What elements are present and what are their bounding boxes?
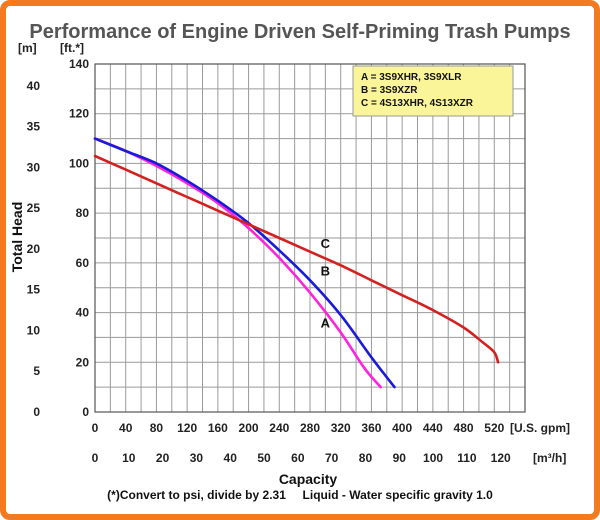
x-tick-m3h: 80 <box>359 451 373 465</box>
x-unit-top: [U.S. gpm] <box>510 421 570 435</box>
x-tick-gpm: 80 <box>150 421 164 435</box>
x-tick-gpm: 160 <box>208 421 228 435</box>
y-tick-m: 40 <box>27 79 41 93</box>
y-tick-ft: 60 <box>76 256 90 270</box>
x-tick-gpm: 200 <box>239 421 259 435</box>
x-unit-bottom: [m³/h] <box>533 451 566 465</box>
y-tick-m: 5 <box>33 364 40 378</box>
y-tick-ft: 140 <box>69 57 89 71</box>
series-line-a <box>93 137 382 389</box>
x-tick-m3h: 10 <box>122 451 136 465</box>
x-tick-gpm: 400 <box>392 421 412 435</box>
y-tick-ft: 0 <box>82 405 89 419</box>
legend: A = 3S9XHR, 3S9XLR B = 3S9XZR C = 4S13XH… <box>352 65 514 117</box>
x-tick-gpm: 40 <box>119 421 133 435</box>
x-tick-gpm: 320 <box>331 421 351 435</box>
y-tick-m: 20 <box>27 242 41 256</box>
x-tick-gpm: 240 <box>269 421 289 435</box>
x-axis-label: Capacity <box>279 471 338 487</box>
y-tick-m: 35 <box>27 120 41 134</box>
x-tick-gpm: 120 <box>177 421 197 435</box>
x-tick-m3h: 60 <box>291 451 305 465</box>
x-tick-m3h: 90 <box>393 451 407 465</box>
series-layer <box>93 137 500 389</box>
x-tick-m3h: 100 <box>423 451 443 465</box>
x-tick-gpm: 520 <box>484 421 504 435</box>
x-tick-m3h: 120 <box>491 451 511 465</box>
curve-label-b: B <box>321 263 330 278</box>
x-tick-gpm: 440 <box>423 421 443 435</box>
y-tick-m: 0 <box>33 405 40 419</box>
x-tick-m3h: 0 <box>92 451 99 465</box>
x-tick-m3h: 70 <box>325 451 339 465</box>
legend-entry-b: B = 3S9XZR <box>361 85 418 96</box>
legend-entry-a: A = 3S9XHR, 3S9XLR <box>361 72 462 83</box>
legend-entry-c: C = 4S13XHR, 4S13XZR <box>361 98 474 109</box>
legend-box <box>352 65 514 117</box>
y-tick-m: 30 <box>27 160 41 174</box>
x-tick-gpm: 480 <box>454 421 474 435</box>
x-tick-m3h: 40 <box>224 451 238 465</box>
chart-title: Performance of Engine Driven Self-Primin… <box>29 21 570 43</box>
x-tick-m3h: 110 <box>457 451 477 465</box>
x-tick-m3h: 50 <box>257 451 271 465</box>
series-line-c <box>93 154 500 364</box>
y-unit-right: [ft.*] <box>60 41 84 55</box>
y-unit-left: [m] <box>18 41 37 55</box>
y-tick-ft: 80 <box>76 206 90 220</box>
x-tick-gpm: 0 <box>92 421 99 435</box>
grid <box>94 63 526 413</box>
y-tick-ft: 20 <box>76 355 90 369</box>
y-tick-ft: 100 <box>69 156 89 170</box>
curve-label-a: A <box>321 315 331 330</box>
x-tick-gpm: 280 <box>300 421 320 435</box>
y-tick-m: 15 <box>27 283 41 297</box>
curve-label-c: C <box>321 236 331 251</box>
footnote: (*)Convert to psi, divide by 2.31 Liquid… <box>107 488 493 502</box>
x-tick-m3h: 20 <box>156 451 170 465</box>
plot-border <box>94 63 526 413</box>
y-tick-ft: 120 <box>69 107 89 121</box>
y-tick-ft: 40 <box>76 306 90 320</box>
y-tick-m: 25 <box>27 201 41 215</box>
y-axis-label: Total Head <box>9 202 25 273</box>
x-tick-m3h: 30 <box>190 451 204 465</box>
x-tick-gpm: 360 <box>361 421 381 435</box>
curve-labels: CB A <box>321 236 331 331</box>
y-tick-m: 10 <box>27 323 41 337</box>
